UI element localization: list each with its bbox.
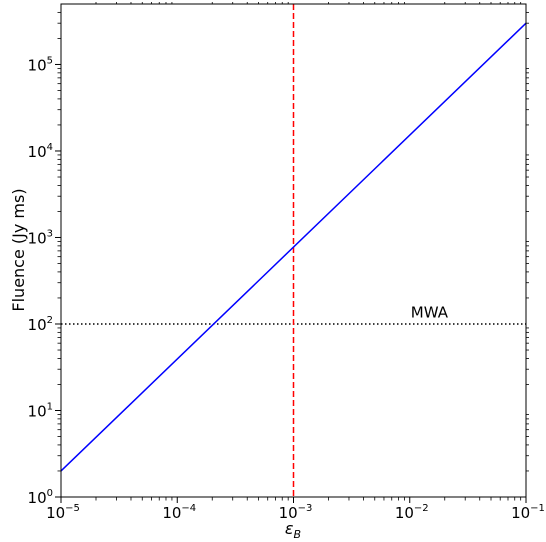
y-tick-label: 101 [28, 401, 53, 420]
x-tick-label-exponent: −4 [181, 503, 196, 514]
x-tick-label: 10−1 [511, 503, 545, 522]
y-tick-label: 104 [28, 142, 53, 161]
x-tick-label-exponent: −1 [530, 503, 545, 514]
x-axis-label: εB [285, 519, 301, 541]
x-tick-label-exponent: −5 [65, 503, 80, 514]
x-tick-label-base: 10 [511, 504, 530, 522]
y-tick-label-exponent: 3 [47, 228, 53, 239]
x-tick-label-exponent: −3 [298, 503, 313, 514]
y-tick-label: 105 [28, 55, 53, 74]
y-tick-label-base: 10 [28, 316, 47, 334]
major-ticks [55, 63, 527, 503]
y-tick-label-base: 10 [28, 229, 47, 247]
y-tick-label-base: 10 [28, 489, 47, 507]
y-tick-label-exponent: 0 [47, 488, 53, 499]
x-tick-label-base: 10 [162, 504, 181, 522]
x-tick-label-base: 10 [395, 504, 414, 522]
y-tick-label: 103 [28, 228, 53, 247]
y-tick-label-exponent: 5 [47, 55, 53, 66]
x-tick-label-base: 10 [279, 504, 298, 522]
y-tick-label: 100 [28, 488, 53, 507]
x-tick-label: 10−4 [162, 503, 196, 522]
plot-frame [60, 3, 527, 498]
y-tick-label-exponent: 4 [47, 142, 53, 153]
y-tick-label-exponent: 1 [47, 401, 53, 412]
fluence-series-line [60, 22, 527, 472]
y-tick-label-base: 10 [28, 143, 47, 161]
x-tick-label: 10−3 [279, 503, 313, 522]
x-tick-label-base: 10 [46, 504, 65, 522]
annotations: MWA [411, 304, 449, 322]
x-tick-label-exponent: −2 [414, 503, 429, 514]
y-tick-label-base: 10 [28, 402, 47, 420]
x-tick-label: 10−5 [46, 503, 80, 522]
y-tick-label-exponent: 2 [47, 315, 53, 326]
x-axis-label-sub: B [294, 528, 302, 541]
y-axis-label: Fluence (Jy ms) [9, 188, 28, 311]
y-tick-label-base: 10 [28, 56, 47, 74]
annotation-mwa: MWA [411, 304, 449, 322]
plot-lines [60, 4, 527, 497]
y-tick-label: 102 [28, 315, 53, 334]
x-tick-label: 10−2 [395, 503, 429, 522]
x-axis-label-base: ε [285, 519, 294, 538]
